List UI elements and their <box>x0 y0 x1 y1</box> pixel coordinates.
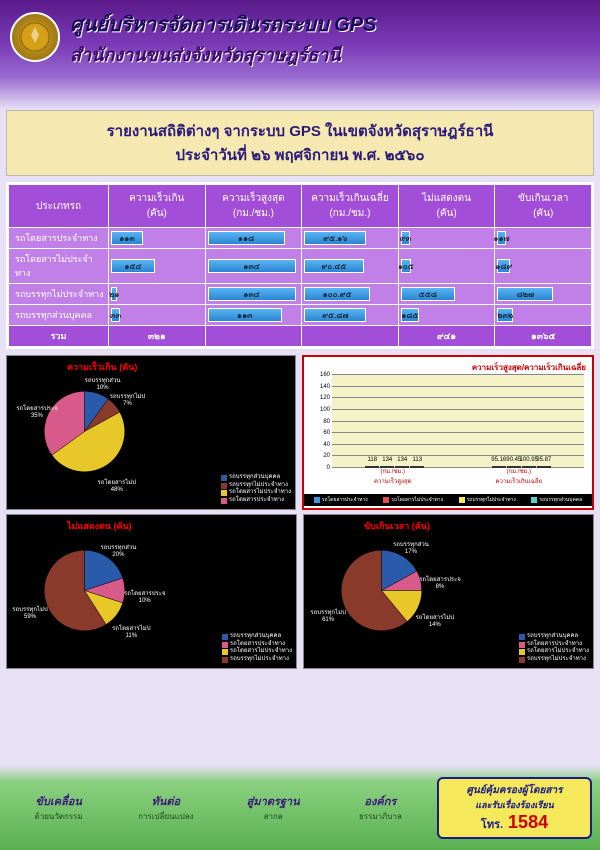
table-row: รถโดยสารไม่ประจำทาง๑๕๔๑๓๔๙๐.๔๕๑๐๕๑๘๙ <box>9 249 592 284</box>
pie-chart-speed: ความเร็วเกิน (คัน) รถบรรทุกส่วนบุคคลรถบรร… <box>6 355 296 510</box>
cell: ๑๓๔ <box>205 284 302 305</box>
legend: รถบรรทุกส่วนบุคคลรถโดยสารประจำทางรถโดยสา… <box>519 633 589 664</box>
header-title-1: ศูนย์บริหารจัดการเดินรถระบบ GPS <box>70 8 376 40</box>
cell: ๙๕.๘๗ <box>302 305 399 326</box>
table-row: รถโดยสารประจำทาง๑๑๓๑๑๘๙๕.๑๖๙๓๑๑๗ <box>9 228 592 249</box>
row-category: รถโดยสารประจำทาง <box>9 228 109 249</box>
pie-chart-overtime: ขับเกินเวลา (คัน) รถบรรทุกส่วนบุคคลรถโดยส… <box>303 514 594 669</box>
contact-box: ศูนย์คุ้มครองผู้โดยสาร และรับเรื่องร้องเ… <box>437 777 592 839</box>
cell: ๑๑๘ <box>205 228 302 249</box>
contact-line-2: และรับเรื่องร้องเรียน <box>443 798 586 812</box>
cell: ๒๓๒ <box>495 305 592 326</box>
cell: ๙๓ <box>398 228 495 249</box>
cell: ๑๑๓ <box>205 305 302 326</box>
cell: ๑๐๕ <box>398 249 495 284</box>
cell: ๑๘๕ <box>398 305 495 326</box>
footer-slogan: ทันต่อการเปลี่ยนแปลง <box>115 792 216 823</box>
legend: รถบรรทุกส่วนบุคคลรถบรรทุกไม่ประจำทางรถโด… <box>221 474 291 505</box>
contact-line-1: ศูนย์คุ้มครองผู้โดยสาร <box>443 783 586 798</box>
cell: ๘๒๗ <box>495 284 592 305</box>
cell: ๑๓๔ <box>205 249 302 284</box>
chart-title: ความเร็วเกิน (คัน) <box>67 360 137 374</box>
contact-phone: โทร. 1584 <box>443 812 586 833</box>
chart-title: ไม่แสดงตน (คัน) <box>67 519 132 533</box>
col-header: ประเภทรถ <box>9 185 109 228</box>
cell: ๑๑๓ <box>109 228 206 249</box>
col-header: ขับเกินเวลา(คัน) <box>495 185 592 228</box>
table-row: รถบรรทุกไม่ประจำทาง๒๑๑๓๔๑๐๐.๙๕๕๕๘๘๒๗ <box>9 284 592 305</box>
cell: ๑๐๐.๙๕ <box>302 284 399 305</box>
bar-chart-speed: ความเร็วสูงสุด/ความเร็วเกินเฉลี่ย0204060… <box>302 355 594 510</box>
legend: รถบรรทุกส่วนบุคคลรถโดยสารประจำทางรถโดยสา… <box>222 633 292 664</box>
banner-line-2: ประจำวันที่ ๒๖ พฤศจิกายน พ.ศ. ๒๕๖๐ <box>17 143 583 167</box>
cell: ๕๕๘ <box>398 284 495 305</box>
row-category: รถบรรทุกส่วนบุคคล <box>9 305 109 326</box>
chart-title: ขับเกินเวลา (คัน) <box>364 519 430 533</box>
footer-slogan: องค์กรธรรมาภิบาล <box>330 792 431 823</box>
col-header: ไม่แสดงตน(คัน) <box>398 185 495 228</box>
col-header: ความเร็วสูงสุด(กม./ชม.) <box>205 185 302 228</box>
col-header: ความเร็วเกิน(คัน) <box>109 185 206 228</box>
row-category: รถบรรทุกไม่ประจำทาง <box>9 284 109 305</box>
chart-title: ความเร็วสูงสุด/ความเร็วเกินเฉลี่ย <box>472 361 586 374</box>
cell: ๙๕.๑๖ <box>302 228 399 249</box>
data-table: ประเภทรถความเร็วเกิน(คัน)ความเร็วสูงสุด(… <box>6 182 594 349</box>
report-banner: รายงานสถิติต่างๆ จากระบบ GPS ในเขตจังหวั… <box>6 110 594 176</box>
cell: ๑๑๗ <box>495 228 592 249</box>
table-row: รถบรรทุกส่วนบุคคล๓๓๑๑๓๙๕.๘๗๑๘๕๒๓๒ <box>9 305 592 326</box>
cell: ๑๕๔ <box>109 249 206 284</box>
logo-emblem <box>10 12 60 62</box>
cell: ๙๐.๔๕ <box>302 249 399 284</box>
footer-slogan: ขับเคลื่อนด้วยนวัตกรรม <box>8 792 109 823</box>
header: ศูนย์บริหารจัดการเดินรถระบบ GPS สำนักงาน… <box>0 0 600 110</box>
pie-chart-noshow: ไม่แสดงตน (คัน) รถบรรทุกส่วนบุคคลรถโดยสาร… <box>6 514 297 669</box>
legend: รถโดยสารประจำทางรถโดยสารไม่ประจำทางรถบรร… <box>304 494 592 506</box>
col-header: ความเร็วเกินเฉลี่ย(กม./ชม.) <box>302 185 399 228</box>
cell: ๒๑ <box>109 284 206 305</box>
total-row: รวม๓๒๑๙๔๑๑๓๖๕ <box>9 326 592 347</box>
footer: ขับเคลื่อนด้วยนวัตกรรมทันต่อการเปลี่ยนแป… <box>0 765 600 850</box>
row-category: รถโดยสารไม่ประจำทาง <box>9 249 109 284</box>
cell: ๓๓ <box>109 305 206 326</box>
banner-line-1: รายงานสถิติต่างๆ จากระบบ GPS ในเขตจังหวั… <box>17 119 583 143</box>
footer-slogan: สู่มาตรฐานสากล <box>223 792 324 823</box>
cell: ๑๘๙ <box>495 249 592 284</box>
header-title-2: สำนักงานขนส่งจังหวัดสุราษฎร์ธานี <box>70 40 376 69</box>
